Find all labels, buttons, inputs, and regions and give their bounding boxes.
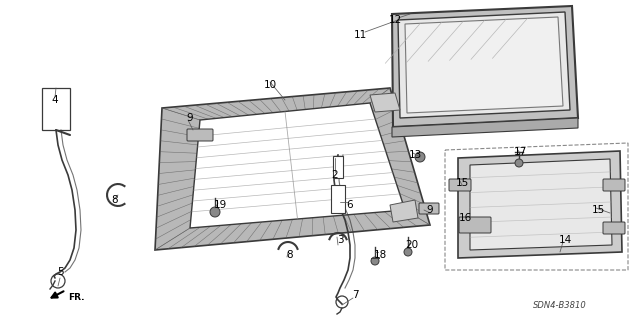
FancyBboxPatch shape bbox=[603, 179, 625, 191]
FancyBboxPatch shape bbox=[187, 129, 213, 141]
Text: SDN4-B3810: SDN4-B3810 bbox=[533, 300, 587, 309]
Text: 5: 5 bbox=[57, 267, 63, 277]
Bar bbox=[333, 156, 343, 178]
Polygon shape bbox=[390, 200, 418, 222]
Polygon shape bbox=[392, 118, 578, 137]
Text: 15: 15 bbox=[591, 205, 605, 215]
Text: 8: 8 bbox=[112, 195, 118, 205]
Circle shape bbox=[210, 207, 220, 217]
Text: FR.: FR. bbox=[68, 293, 84, 301]
Circle shape bbox=[404, 248, 412, 256]
Text: 14: 14 bbox=[558, 235, 572, 245]
FancyBboxPatch shape bbox=[603, 222, 625, 234]
Text: 12: 12 bbox=[388, 15, 402, 25]
Polygon shape bbox=[405, 17, 563, 113]
Circle shape bbox=[415, 152, 425, 162]
Text: 4: 4 bbox=[52, 95, 58, 105]
Text: 6: 6 bbox=[347, 200, 353, 210]
FancyBboxPatch shape bbox=[459, 217, 491, 233]
Text: 8: 8 bbox=[287, 250, 293, 260]
Text: 9: 9 bbox=[427, 205, 433, 215]
FancyBboxPatch shape bbox=[419, 203, 439, 214]
Polygon shape bbox=[370, 93, 400, 112]
Text: 19: 19 bbox=[213, 200, 227, 210]
Text: 13: 13 bbox=[408, 150, 422, 160]
Text: 20: 20 bbox=[405, 240, 419, 250]
Polygon shape bbox=[398, 12, 570, 118]
Text: 16: 16 bbox=[458, 213, 472, 223]
Text: 11: 11 bbox=[353, 30, 367, 40]
Polygon shape bbox=[458, 151, 622, 258]
Circle shape bbox=[515, 159, 523, 167]
Text: 18: 18 bbox=[373, 250, 387, 260]
Bar bbox=[42, 88, 70, 130]
Bar bbox=[331, 185, 345, 213]
Polygon shape bbox=[155, 88, 430, 250]
Text: 15: 15 bbox=[456, 178, 468, 188]
FancyBboxPatch shape bbox=[449, 179, 471, 191]
Polygon shape bbox=[190, 103, 405, 228]
Circle shape bbox=[371, 257, 379, 265]
Text: 17: 17 bbox=[513, 147, 527, 157]
Polygon shape bbox=[392, 6, 578, 127]
Text: 3: 3 bbox=[337, 235, 343, 245]
Text: 9: 9 bbox=[187, 113, 193, 123]
Text: 10: 10 bbox=[264, 80, 276, 90]
Polygon shape bbox=[470, 159, 612, 250]
Text: 7: 7 bbox=[352, 290, 358, 300]
Text: 2: 2 bbox=[332, 170, 339, 180]
